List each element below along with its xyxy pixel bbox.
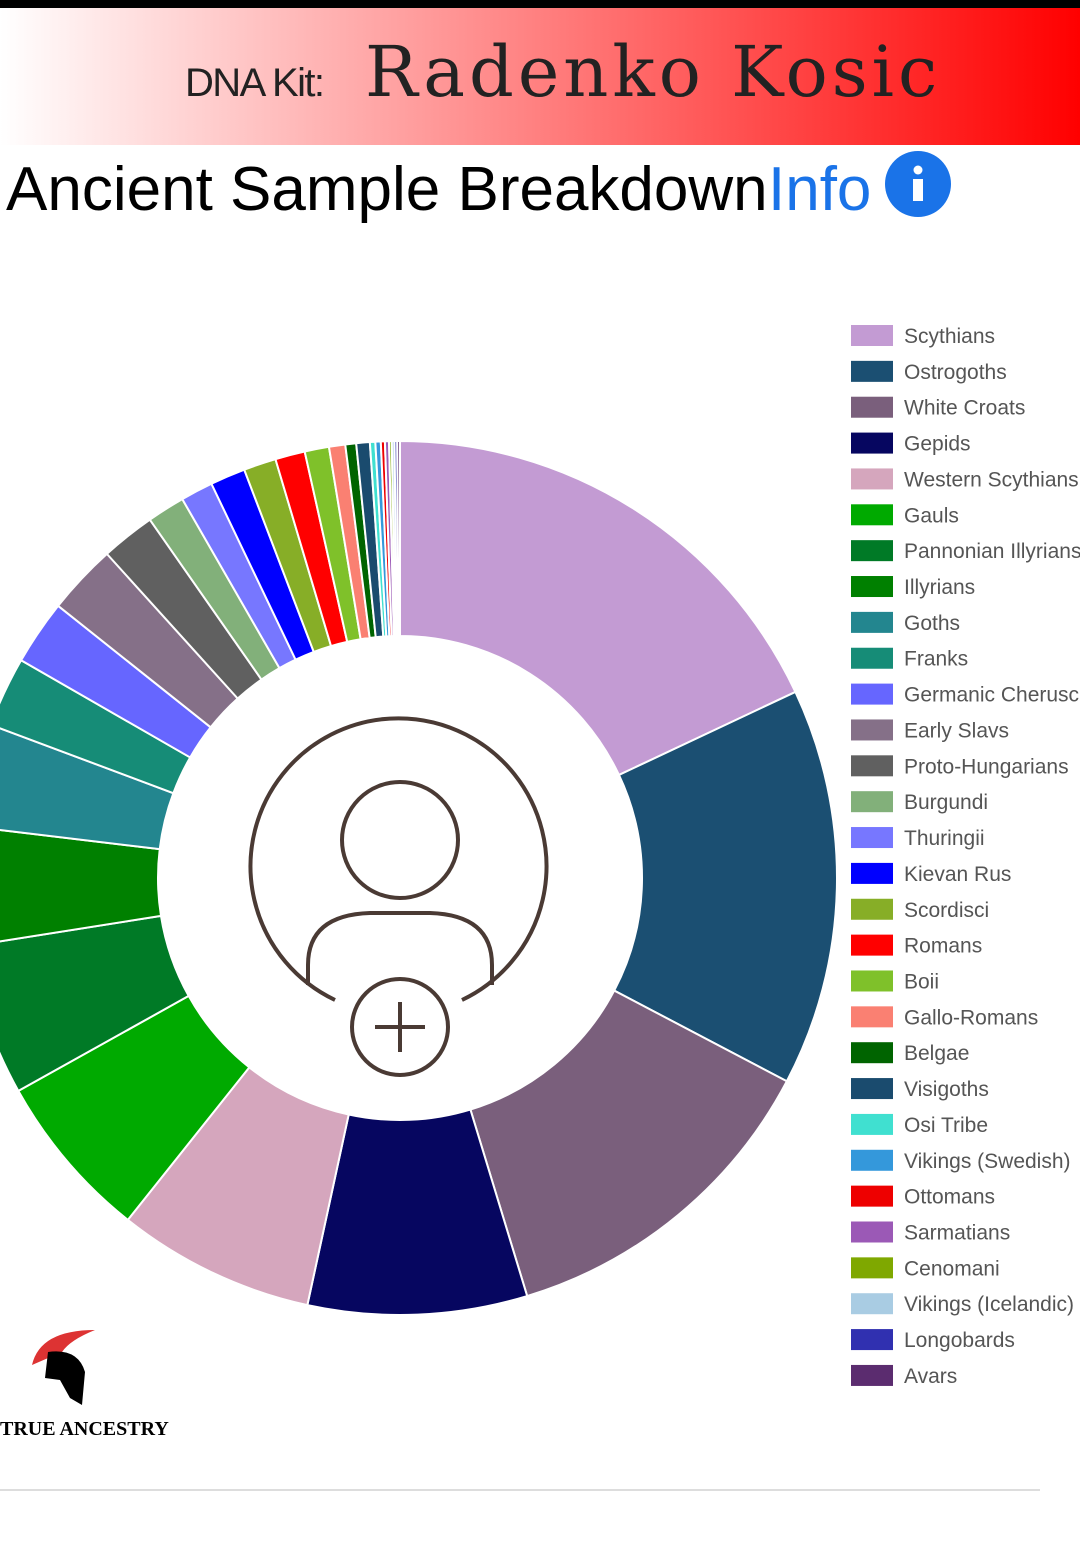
legend-swatch	[851, 683, 893, 705]
legend-label: White Croats	[904, 397, 1025, 420]
legend-swatch	[851, 1149, 893, 1171]
legend-swatch	[851, 360, 893, 382]
legend-label: Belgae	[904, 1042, 969, 1065]
legend-swatch	[851, 719, 893, 741]
legend-swatch	[851, 1078, 893, 1100]
legend-swatch	[851, 1006, 893, 1028]
legend-label: Visigoths	[904, 1078, 989, 1101]
legend-swatch	[851, 325, 893, 346]
donut-slice	[469, 989, 789, 1298]
legend-swatch	[851, 432, 893, 454]
legend-swatch	[851, 611, 893, 633]
legend-swatch	[851, 1257, 893, 1279]
legend-swatch	[851, 1329, 893, 1351]
legend-label: Osi Tribe	[904, 1114, 988, 1137]
legend-swatch	[851, 791, 893, 813]
legend-label: Vikings (Swedish)	[904, 1150, 1071, 1173]
legend-swatch	[851, 970, 893, 992]
legend-label: Scordisci	[904, 899, 989, 922]
legend-label: Western Scythians	[904, 468, 1079, 491]
legend-swatch	[851, 468, 893, 490]
legend-swatch	[851, 827, 893, 849]
legend-swatch	[851, 1221, 893, 1243]
page-title: Ancient Sample Breakdown	[6, 155, 768, 224]
kit-name: Radenko Kosic	[365, 31, 941, 113]
legend-label: Vikings (Icelandic)	[904, 1293, 1074, 1316]
donut-slice	[612, 690, 838, 1083]
legend-swatch	[851, 934, 893, 956]
legend-swatch	[851, 396, 893, 418]
legend-label: Proto-Hungarians	[904, 755, 1069, 778]
legend-label: Longobards	[904, 1329, 1015, 1352]
legend-label: Avars	[904, 1365, 957, 1388]
info-icon[interactable]	[885, 151, 951, 217]
legend-swatch	[851, 504, 893, 526]
logo-mark	[32, 1330, 95, 1405]
legend-swatch	[851, 898, 893, 920]
donut-slice	[396, 439, 401, 638]
info-link[interactable]: Info	[768, 155, 871, 224]
legend-label: Illyrians	[904, 576, 975, 599]
donut-slice	[399, 439, 797, 777]
legend-label: Burgundi	[904, 791, 988, 814]
legend-label: Kievan Rus	[904, 863, 1011, 886]
legend-label: Sarmatians	[904, 1222, 1010, 1245]
avatar-icon[interactable]	[248, 716, 549, 1077]
legend-label: Early Slavs	[904, 719, 1009, 742]
legend-label: Goths	[904, 612, 960, 635]
legend-label: Gepids	[904, 433, 971, 456]
legend-label: Boii	[904, 970, 939, 993]
legend-label: Franks	[904, 648, 968, 671]
legend-swatch	[851, 1185, 893, 1207]
legend-label: Ottomans	[904, 1186, 995, 1209]
legend-label: Gauls	[904, 504, 959, 527]
donut-slice	[0, 914, 191, 1093]
legend-label: Romans	[904, 935, 982, 958]
legend-label: Ostrogoths	[904, 361, 1007, 384]
legend-swatch	[851, 755, 893, 777]
legend-swatch	[851, 540, 893, 562]
legend-swatch	[851, 1113, 893, 1135]
logo-text: TRUE ANCESTRY	[0, 1418, 169, 1440]
legend-swatch	[851, 576, 893, 598]
donut-chart: Scythians Ostrogoths White Croats Gepids Wes…	[0, 325, 1080, 1388]
legend-label: Germanic Cherusci	[904, 684, 1080, 707]
legend-swatch	[851, 1293, 893, 1315]
legend-label: Gallo-Romans	[904, 1006, 1038, 1029]
legend-label: Pannonian Illyrians	[904, 540, 1080, 563]
legend-swatch	[851, 862, 893, 884]
kit-label: DNA Kit:	[185, 61, 325, 105]
legend-label: Thuringii	[904, 827, 985, 850]
header-band	[0, 8, 1080, 145]
legend-label: Scythians	[904, 325, 995, 348]
legend-swatch	[851, 647, 893, 669]
legend-swatch	[851, 1042, 893, 1064]
top-bar	[0, 0, 1080, 8]
legend-label: Cenomani	[904, 1257, 1000, 1280]
legend-swatch	[851, 1364, 893, 1386]
